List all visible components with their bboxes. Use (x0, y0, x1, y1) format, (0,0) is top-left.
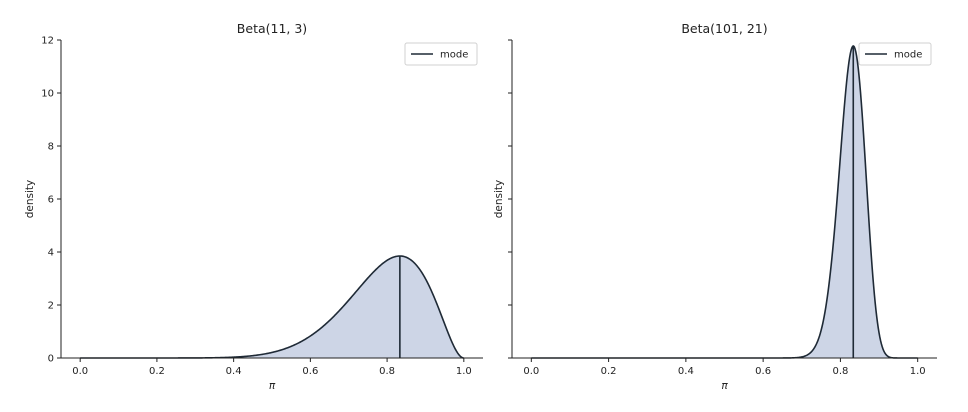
y-tick-label: 12 (41, 36, 54, 47)
x-tick-label: 0.2 (149, 366, 165, 377)
x-axis-label: π (721, 380, 728, 392)
legend-box (404, 42, 478, 66)
chart-title: Beta(11, 3) (237, 21, 307, 36)
y-axis-label: density (493, 180, 505, 219)
y-axis-label: density (24, 180, 36, 219)
density-area (531, 46, 918, 358)
legend: mode (404, 42, 478, 66)
legend-label: mode (894, 50, 922, 61)
y-tick-label: 6 (48, 195, 54, 206)
x-tick-label: 0.4 (226, 366, 242, 377)
x-tick-label: 1.0 (456, 366, 472, 377)
chart-title: Beta(101, 21) (681, 21, 767, 36)
x-tick-label: 1.0 (910, 366, 926, 377)
legend-box (858, 42, 932, 66)
x-tick-label: 0.8 (379, 366, 395, 377)
x-tick-label: 0.8 (832, 366, 848, 377)
legend-label: mode (440, 50, 468, 61)
x-tick-label: 0.0 (523, 366, 539, 377)
chart-panel-2: 0.0 0.2 0.4 0.6 0.8 1.0 Beta(101, 21) π density m… (493, 21, 937, 392)
x-axis-label: π (269, 380, 276, 392)
legend: mode (858, 42, 932, 66)
y-tick-label: 10 (41, 89, 54, 100)
density-area (80, 256, 464, 358)
x-tick-label: 0.6 (755, 366, 771, 377)
x-tick-label: 0.6 (302, 366, 318, 377)
y-tick-label: 4 (48, 248, 54, 259)
y-tick-label: 2 (48, 301, 54, 312)
x-tick-label: 0.4 (678, 366, 694, 377)
y-tick-label: 8 (48, 142, 54, 153)
chart-panel-1: 0.0 0.2 0.4 0.6 0.8 1.0 0 2 4 6 8 10 12 Beta(11, 3) π d… (24, 21, 483, 392)
x-tick-label: 0.2 (601, 366, 617, 377)
y-tick-label: 0 (48, 354, 54, 365)
x-tick-label: 0.0 (72, 366, 88, 377)
